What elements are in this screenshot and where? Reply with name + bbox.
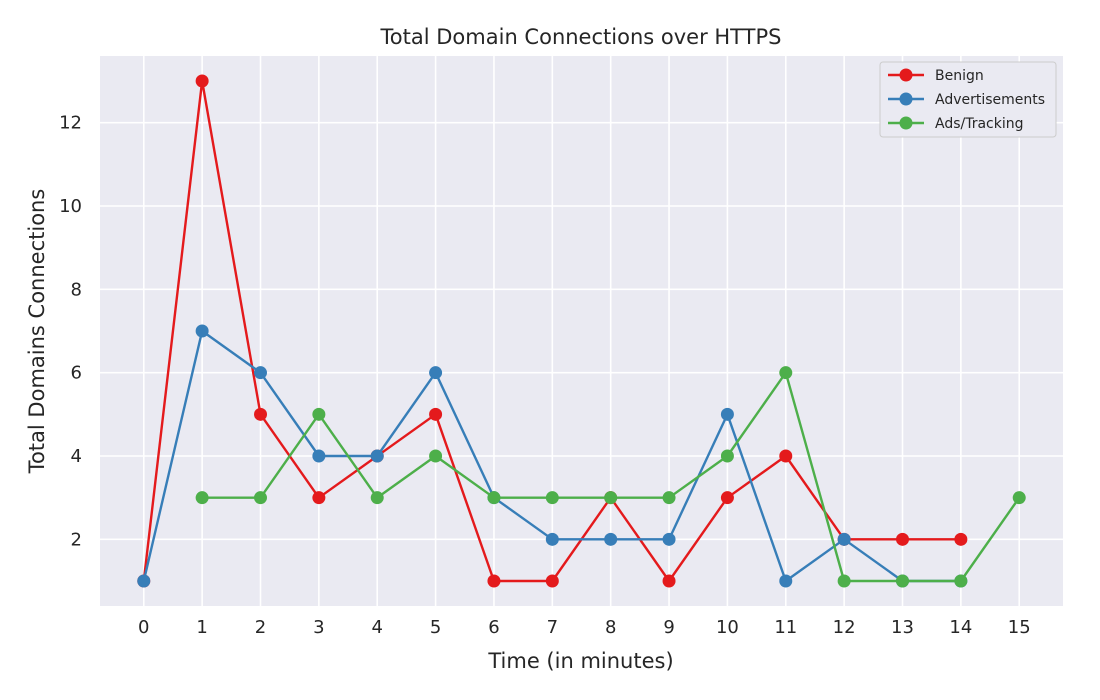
data-point — [487, 574, 501, 588]
data-point — [312, 407, 326, 421]
data-point — [720, 407, 734, 421]
x-tick-label: 3 — [313, 617, 324, 638]
data-point — [779, 366, 793, 380]
legend-label: Ads/Tracking — [935, 116, 1024, 132]
x-tick-label: 8 — [605, 617, 616, 638]
data-point — [487, 491, 501, 505]
data-point — [604, 491, 618, 505]
data-point — [137, 574, 151, 588]
data-point — [429, 449, 443, 463]
data-point — [429, 366, 443, 380]
data-point — [254, 407, 267, 421]
data-point — [837, 574, 851, 588]
data-point — [720, 449, 734, 463]
x-tick-label: 4 — [372, 617, 383, 638]
data-point — [195, 324, 209, 338]
y-tick-label: 10 — [59, 196, 82, 217]
data-point — [545, 491, 559, 505]
legend-item: Ads/Tracking — [888, 116, 1024, 132]
x-tick-label: 10 — [716, 617, 739, 638]
y-axis-title: Total Domains Connections — [25, 189, 49, 475]
x-tick-label: 0 — [138, 617, 149, 638]
x-tick-label: 14 — [949, 617, 972, 638]
x-tick-label: 1 — [196, 617, 207, 638]
x-tick-label: 13 — [891, 617, 914, 638]
legend-label: Benign — [935, 68, 984, 84]
data-point — [429, 407, 443, 421]
data-point — [779, 574, 793, 588]
series-advertisements — [137, 324, 968, 588]
data-point — [662, 491, 676, 505]
data-point — [545, 532, 559, 546]
x-axis-title: Time (in minutes) — [487, 649, 673, 673]
data-point — [954, 574, 968, 588]
legend-marker — [899, 92, 913, 106]
y-tick-label: 8 — [71, 279, 82, 300]
data-point — [662, 574, 676, 588]
x-tick-label: 5 — [430, 617, 441, 638]
data-point — [312, 449, 326, 463]
y-tick-label: 4 — [71, 446, 82, 467]
x-tick-label: 2 — [255, 617, 266, 638]
y-tick-label: 6 — [71, 363, 82, 384]
legend-label: Advertisements — [935, 92, 1045, 108]
data-point — [545, 574, 559, 588]
x-tick-label: 12 — [833, 617, 856, 638]
data-point — [954, 532, 968, 546]
data-point — [195, 491, 209, 505]
data-point — [1012, 491, 1026, 505]
plot-area-background — [100, 56, 1063, 606]
data-point — [195, 74, 209, 88]
data-point — [837, 532, 851, 546]
data-point — [370, 491, 384, 505]
x-tick-label: 9 — [663, 617, 674, 638]
data-point — [662, 532, 676, 546]
x-tick-label: 6 — [488, 617, 499, 638]
data-point — [370, 449, 384, 463]
y-tick-label: 12 — [59, 113, 82, 134]
data-point — [604, 532, 618, 546]
chart-title: Total Domain Connections over HTTPS — [380, 25, 782, 49]
data-point — [779, 449, 793, 463]
data-point — [254, 491, 267, 505]
legend-box — [879, 61, 1057, 138]
legend: Benign Advertisements Ads/Tracking — [879, 61, 1057, 138]
data-point — [254, 366, 267, 380]
x-tick-label: 11 — [774, 617, 797, 638]
data-point — [896, 574, 909, 588]
data-point — [312, 491, 326, 505]
series-ads-tracking — [195, 366, 1026, 588]
y-tick-label: 2 — [71, 529, 82, 550]
legend-item: Benign — [888, 68, 984, 84]
x-tick-label: 7 — [547, 617, 558, 638]
x-tick-label: 15 — [1008, 617, 1031, 638]
series-group — [137, 74, 1026, 588]
data-point — [896, 532, 909, 546]
legend-marker — [899, 116, 913, 130]
data-point — [720, 491, 734, 505]
legend-marker — [899, 68, 913, 82]
legend-item: Advertisements — [888, 92, 1045, 108]
